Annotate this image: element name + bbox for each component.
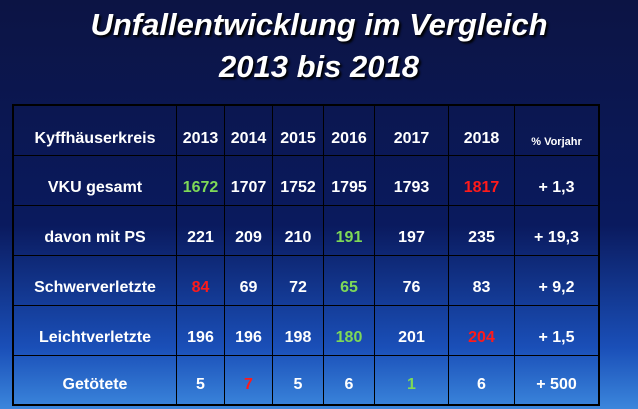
title-line-1: Unfallentwicklung im Vergleich [90, 7, 548, 42]
row-label: Getötete [12, 354, 177, 406]
value-cell-2018: 1817 [448, 154, 515, 206]
value-cell-2018: 6 [448, 354, 515, 406]
value-cell-2015: 72 [272, 254, 324, 306]
value-cell-2015: 5 [272, 354, 324, 406]
percent-change-cell: + 500 [514, 354, 600, 406]
percent-change-cell: + 1,3 [514, 154, 600, 206]
table-row: Schwerverletzte 84 69 72 65 76 83 + 9,2 [12, 254, 600, 306]
value-cell-2013: 221 [176, 204, 225, 256]
header-year-2013: 2013 [176, 104, 225, 156]
value-cell-2016: 180 [323, 304, 375, 356]
header-year-2015: 2015 [272, 104, 324, 156]
table-row: Getötete 5 7 5 6 1 6 + 500 [12, 354, 600, 406]
value-cell-2016: 65 [323, 254, 375, 306]
header-year-2018: 2018 [448, 104, 515, 156]
value-cell-2014: 209 [224, 204, 273, 256]
value-cell-2018: 204 [448, 304, 515, 356]
value-cell-2013: 5 [176, 354, 225, 406]
title-line-2: 2013 bis 2018 [219, 49, 419, 84]
value-cell-2016: 191 [323, 204, 375, 256]
value-cell-2015: 210 [272, 204, 324, 256]
value-cell-2014: 1707 [224, 154, 273, 206]
percent-change-cell: + 9,2 [514, 254, 600, 306]
value-cell-2013: 1672 [176, 154, 225, 206]
table-row: davon mit PS 221 209 210 191 197 235 + 19,3 [12, 204, 600, 256]
table-row: VKU gesamt 1672 1707 1752 1795 1793 1817 + 1,3 [12, 154, 600, 206]
row-label: VKU gesamt [12, 154, 177, 206]
value-cell-2014: 69 [224, 254, 273, 306]
value-cell-2016: 6 [323, 354, 375, 406]
value-cell-2018: 83 [448, 254, 515, 306]
value-cell-2017: 197 [374, 204, 449, 256]
header-year-2014: 2014 [224, 104, 273, 156]
row-label: Leichtverletzte [12, 304, 177, 356]
value-cell-2017: 1793 [374, 154, 449, 206]
header-year-2017: 2017 [374, 104, 449, 156]
value-cell-2014: 196 [224, 304, 273, 356]
accident-statistics-table: Kyffhäuserkreis 2013 2014 2015 2016 2017… [12, 104, 600, 406]
row-label: Schwerverletzte [12, 254, 177, 306]
value-cell-2013: 84 [176, 254, 225, 306]
value-cell-2016: 1795 [323, 154, 375, 206]
value-cell-2017: 201 [374, 304, 449, 356]
value-cell-2018: 235 [448, 204, 515, 256]
table-header-row: Kyffhäuserkreis 2013 2014 2015 2016 2017… [12, 104, 600, 156]
row-label: davon mit PS [12, 204, 177, 256]
value-cell-2013: 196 [176, 304, 225, 356]
page-title: Unfallentwicklung im Vergleich 2013 bis … [0, 4, 638, 88]
value-cell-2017: 1 [374, 354, 449, 406]
value-cell-2015: 1752 [272, 154, 324, 206]
value-cell-2014: 7 [224, 354, 273, 406]
percent-change-cell: + 1,5 [514, 304, 600, 356]
table-row: Leichtverletzte 196 196 198 180 201 204 + 1,5 [12, 304, 600, 356]
percent-change-cell: + 19,3 [514, 204, 600, 256]
header-year-2016: 2016 [323, 104, 375, 156]
header-percent-previous-year: % Vorjahr [514, 104, 600, 156]
header-region: Kyffhäuserkreis [12, 104, 177, 156]
value-cell-2015: 198 [272, 304, 324, 356]
value-cell-2017: 76 [374, 254, 449, 306]
